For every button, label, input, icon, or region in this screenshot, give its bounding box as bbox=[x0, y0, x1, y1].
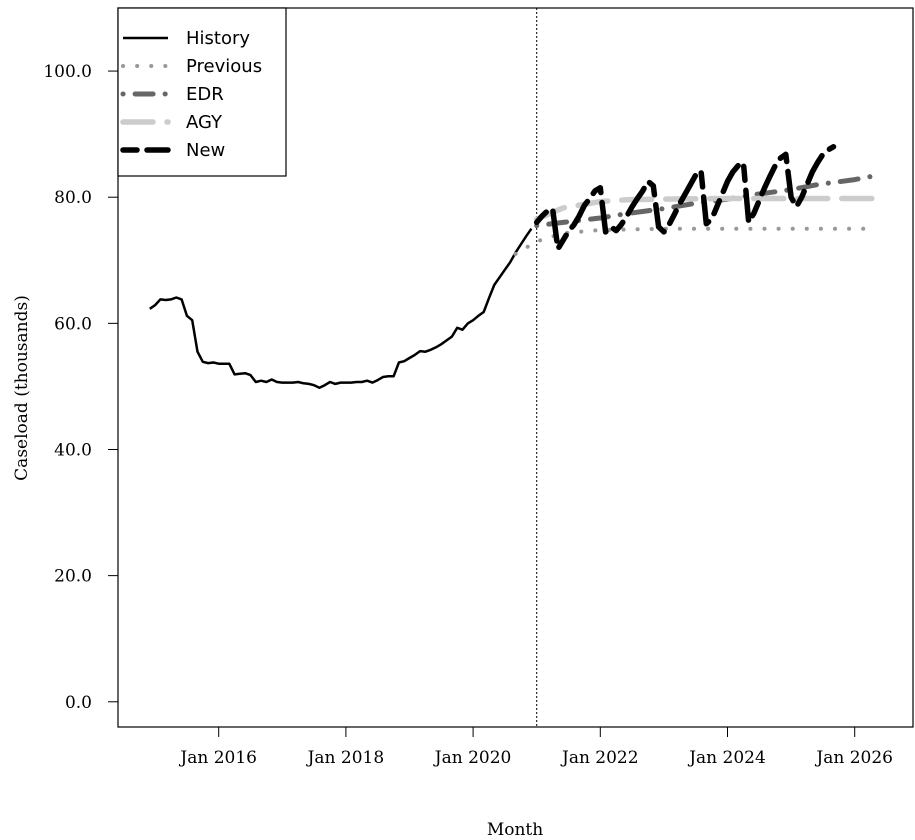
series-line-new bbox=[533, 144, 837, 252]
legend: History Previous EDR AGY New bbox=[117, 7, 287, 177]
legend-label-history: History bbox=[186, 28, 250, 49]
y-tick-label: 60.0 bbox=[54, 314, 92, 334]
x-tick-label: Jan 2024 bbox=[687, 748, 766, 768]
legend-label-previous: Previous bbox=[186, 56, 262, 77]
x-tick-label: Jan 2026 bbox=[814, 748, 893, 768]
series-line-previous bbox=[513, 226, 868, 256]
y-tick-label: 80.0 bbox=[54, 188, 92, 208]
x-axis-title: Month bbox=[487, 820, 543, 840]
legend-label-new: New bbox=[186, 140, 225, 161]
y-tick-label: 40.0 bbox=[54, 440, 92, 460]
legend-label-edr: EDR bbox=[186, 84, 224, 105]
x-tick-label: Jan 2020 bbox=[433, 748, 512, 768]
axes: Jan 2016 Jan 2018 Jan 2020 Jan 2022 Jan 2024… bbox=[43, 62, 893, 768]
series-line-edr bbox=[534, 172, 884, 229]
x-tick-label: Jan 2016 bbox=[178, 748, 257, 768]
series-layer bbox=[149, 144, 884, 389]
y-tick-label: 0.0 bbox=[65, 693, 92, 713]
x-tick-label: Jan 2018 bbox=[306, 748, 385, 768]
y-tick-label: 100.0 bbox=[43, 62, 92, 82]
y-axis-title: Caseload (thousands) bbox=[12, 295, 32, 481]
series-line-agy bbox=[533, 195, 884, 223]
series-line-history bbox=[149, 227, 533, 389]
legend-label-agy: AGY bbox=[186, 112, 223, 133]
x-tick-label: Jan 2022 bbox=[560, 748, 639, 768]
plot-frame bbox=[117, 7, 914, 728]
y-tick-label: 20.0 bbox=[54, 567, 92, 587]
